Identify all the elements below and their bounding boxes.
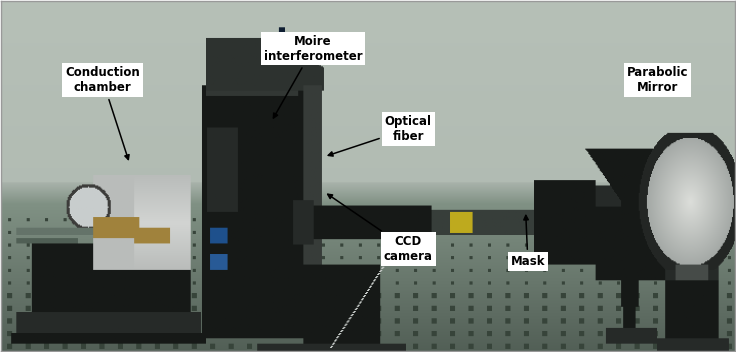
Text: Mask: Mask: [511, 215, 545, 268]
Text: Conduction
chamber: Conduction chamber: [66, 66, 140, 159]
Text: Parabolic
Mirror: Parabolic Mirror: [627, 66, 688, 94]
Text: Optical
fiber: Optical fiber: [328, 115, 432, 156]
Text: Moire
interferometer: Moire interferometer: [263, 34, 362, 118]
Text: CCD
camera: CCD camera: [328, 194, 433, 263]
